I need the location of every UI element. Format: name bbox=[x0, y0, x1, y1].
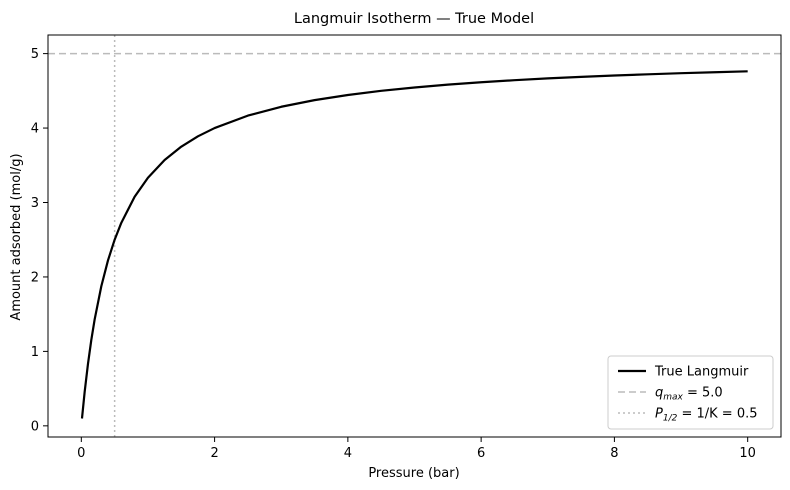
x-axis-label: Pressure (bar) bbox=[368, 466, 459, 481]
x-tick-label: 6 bbox=[477, 446, 485, 461]
x-tick-label: 2 bbox=[210, 446, 218, 461]
legend-entry-half-pressure-label: P1/2 = 1/K = 0.5 bbox=[655, 407, 758, 424]
legend-entry-true-langmuir-label: True Langmuir bbox=[654, 365, 749, 380]
true-langmuir-line bbox=[80, 70, 748, 419]
x-tick-label: 10 bbox=[739, 446, 756, 461]
x-tick-label: 0 bbox=[77, 446, 85, 461]
legend-entry-qmax-label: qmax = 5.0 bbox=[655, 386, 723, 403]
reference-lines bbox=[48, 35, 781, 437]
axis-ticks: 0 2 4 6 8 10 0 1 2 3 4 5 bbox=[31, 47, 756, 461]
y-tick-label: 5 bbox=[31, 47, 39, 62]
legend: True Langmuir qmax = 5.0 P1/2 = 1/K = 0.5 bbox=[607, 355, 774, 430]
y-tick-label: 1 bbox=[31, 345, 39, 360]
y-tick-label: 4 bbox=[31, 122, 39, 137]
series-lines bbox=[80, 70, 748, 419]
legend-box bbox=[607, 355, 774, 430]
x-tick-label: 8 bbox=[610, 446, 618, 461]
y-tick-label: 3 bbox=[31, 196, 39, 211]
y-axis-label: Amount adsorbed (mol/g) bbox=[9, 153, 24, 320]
x-tick-label: 4 bbox=[344, 446, 352, 461]
y-tick-label: 2 bbox=[31, 270, 39, 285]
plot-frame bbox=[47, 34, 782, 438]
y-tick-label: 0 bbox=[31, 419, 39, 434]
chart-title: Langmuir Isotherm — True Model bbox=[294, 11, 534, 27]
